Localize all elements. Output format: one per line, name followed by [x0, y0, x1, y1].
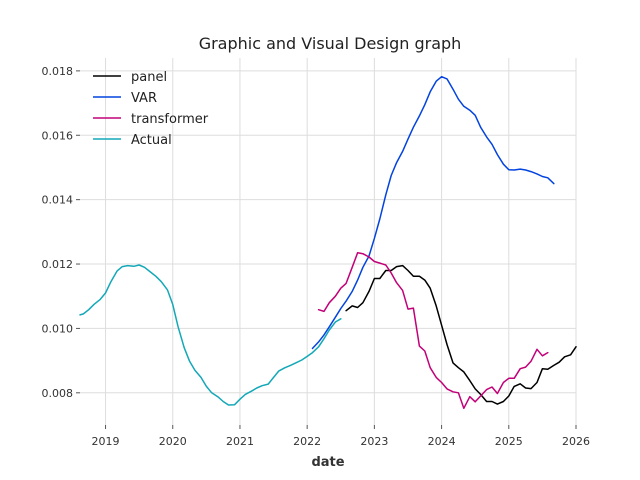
x-axis-label: date: [311, 455, 344, 470]
legend: panel VAR transformer Actual: [93, 70, 209, 148]
chart-title: Graphic and Visual Design graph: [199, 34, 462, 53]
y-tick-label: 0.014: [42, 194, 74, 207]
y-tick-label: 0.010: [42, 322, 74, 335]
y-tick-label: 0.016: [42, 129, 74, 142]
y-tick-label: 0.018: [42, 65, 74, 78]
legend-label-panel: panel: [131, 70, 167, 85]
series-line-panel: [345, 264, 577, 405]
y-tick-label: 0.008: [42, 387, 74, 400]
x-tick-label: 2019: [92, 435, 120, 448]
series-line-transformer: [317, 252, 549, 410]
x-tick-label: 2022: [293, 435, 321, 448]
series-line-actual: [79, 264, 342, 406]
x-tick-label: 2024: [428, 435, 456, 448]
x-tick-label: 2025: [495, 435, 523, 448]
series-line-var: [311, 75, 555, 350]
x-tick-label: 2023: [360, 435, 388, 448]
y-tick-label: 0.012: [42, 258, 74, 271]
series-lines: [79, 75, 577, 410]
x-tick-label: 2020: [159, 435, 187, 448]
x-tick-label: 2026: [562, 435, 590, 448]
legend-label-actual: Actual: [131, 133, 172, 148]
legend-label-transformer: transformer: [131, 112, 209, 127]
axis-ticks: 2019 2020 2021 2022 2023 2024 2025 2026 0.008 0.0…: [42, 65, 591, 448]
legend-label-var: VAR: [131, 91, 157, 106]
grid: [80, 58, 577, 425]
x-tick-label: 2021: [226, 435, 254, 448]
